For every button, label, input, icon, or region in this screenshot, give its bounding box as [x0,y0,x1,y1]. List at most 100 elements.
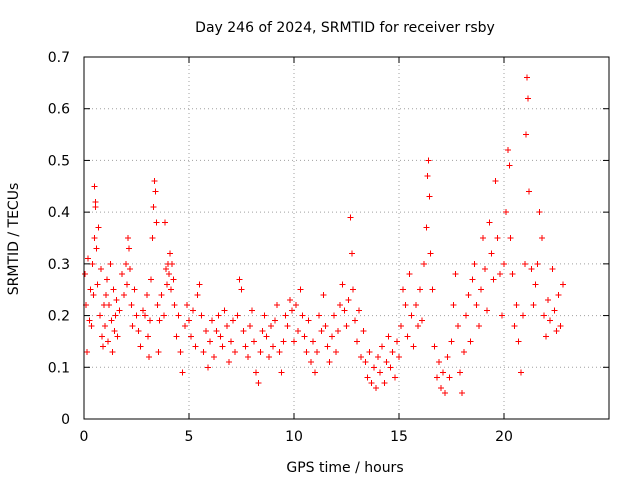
data-point-marker [408,312,415,319]
data-points [82,74,566,397]
data-point-marker [169,260,176,267]
data-point-marker [282,312,289,319]
data-point-marker [427,250,434,257]
data-point-marker [259,328,266,335]
data-point-marker [358,353,365,360]
y-tick-label: 0.4 [48,205,70,221]
data-point-marker [198,312,205,319]
data-point-marker [383,359,390,366]
data-point-marker [209,317,216,324]
tick-labels: 0 5 10 15 20 0 0.1 0.2 0.3 0.4 0.5 0.6 0.7 [48,50,513,445]
data-point-marker [238,286,245,293]
data-point-marker [244,353,251,360]
data-point-marker [354,338,360,345]
data-point-marker [391,374,398,381]
data-point-marker [545,297,552,304]
data-point-marker [356,307,363,314]
data-point-marker [219,343,226,350]
data-point-marker [103,291,110,298]
data-point-marker [414,322,421,329]
data-point-marker [377,369,384,376]
data-point-marker [330,312,337,319]
data-point-marker [360,328,367,335]
data-point-marker [463,312,470,319]
data-point-marker [82,271,89,278]
data-point-marker [141,312,148,319]
data-point-marker [288,307,295,314]
data-point-marker [396,353,402,360]
data-point-marker [366,348,373,355]
data-point-marker [368,379,375,386]
data-point-marker [113,297,120,304]
data-point-marker [152,188,159,195]
data-point-marker [99,343,106,350]
data-point-marker [456,369,463,376]
data-point-marker [194,291,201,298]
data-point-marker [261,312,268,319]
data-point-marker [452,271,459,278]
data-point-marker [265,353,272,360]
y-tick-label: 0.7 [48,50,70,66]
data-point-marker [459,390,465,397]
data-point-marker [480,235,486,241]
data-point-marker [272,317,279,324]
data-point-marker [162,266,169,273]
data-point-marker [471,260,478,267]
data-point-marker [442,390,449,397]
data-point-marker [236,276,243,283]
data-point-marker [424,172,431,179]
data-point-marker [547,317,554,324]
data-point-marker [501,260,507,267]
data-point-marker [93,245,100,252]
data-point-marker [498,312,505,319]
data-point-marker [196,281,203,288]
data-point-marker [482,266,489,273]
data-point-marker [166,271,173,278]
data-point-marker [553,328,560,335]
data-point-marker [221,307,228,314]
data-point-marker [228,338,234,345]
data-point-marker [540,312,547,319]
data-point-marker [318,328,325,335]
data-point-marker [192,343,199,350]
data-point-marker [505,147,512,154]
data-point-marker [448,338,455,345]
data-point-marker [124,281,131,288]
data-point-marker [149,235,156,241]
data-point-marker [84,348,91,355]
data-point-marker [438,384,444,391]
data-point-marker [280,338,287,345]
grid-lines [84,57,609,419]
x-tick-label: 0 [80,429,89,445]
y-tick-label: 0.5 [48,153,70,169]
data-point-marker [139,307,146,314]
data-point-marker [492,178,499,185]
data-point-marker [276,348,283,355]
chart-title: Day 246 of 2024, SRMTID for receiver rsb… [195,20,495,36]
data-point-marker [429,286,436,293]
data-point-marker [538,235,545,241]
data-point-marker [341,307,348,314]
data-point-marker [267,322,274,329]
data-point-marker [348,250,355,257]
data-point-marker [177,348,184,355]
data-point-marker [337,302,344,309]
data-point-marker [217,333,224,340]
data-point-marker [433,374,440,381]
data-point-marker [532,281,539,288]
data-point-marker [211,353,218,360]
data-point-marker [490,276,497,283]
data-point-marker [144,291,150,298]
data-point-marker [163,281,170,288]
data-point-marker [188,333,195,340]
data-point-marker [96,312,103,319]
data-point-marker [305,317,312,324]
data-point-marker [528,266,535,273]
data-point-marker [295,328,302,335]
data-point-marker [297,286,304,293]
data-point-marker [461,348,468,355]
data-point-marker [90,291,97,298]
data-point-marker [421,260,428,267]
x-axis-label: GPS time / hours [286,460,403,476]
